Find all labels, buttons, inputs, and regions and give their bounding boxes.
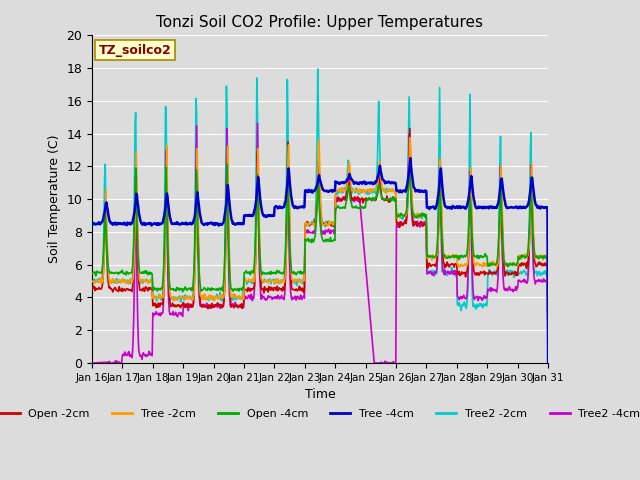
Tree -4cm	[143, 221, 151, 227]
Tree2 -4cm	[189, 300, 197, 306]
Tree2 -2cm	[143, 278, 151, 284]
Open -4cm	[389, 195, 397, 201]
Open -4cm	[97, 269, 104, 275]
Y-axis label: Soil Temperature (C): Soil Temperature (C)	[48, 135, 61, 264]
Tree -2cm	[406, 135, 413, 141]
Tree2 -2cm	[376, 131, 383, 137]
Tree -2cm	[143, 278, 151, 284]
Open -2cm	[388, 197, 396, 203]
Tree2 -4cm	[97, 360, 104, 365]
Tree2 -2cm	[544, 358, 552, 364]
X-axis label: Time: Time	[305, 388, 335, 401]
Line: Tree2 -2cm: Tree2 -2cm	[92, 69, 548, 361]
Line: Open -4cm: Open -4cm	[92, 164, 548, 363]
Tree -4cm	[375, 170, 383, 176]
Tree2 -4cm	[143, 352, 151, 358]
Open -2cm	[88, 284, 96, 290]
Tree2 -2cm	[214, 293, 221, 299]
Tree -4cm	[406, 155, 414, 161]
Tree -4cm	[214, 221, 221, 227]
Line: Tree -4cm: Tree -4cm	[92, 158, 548, 363]
Open -4cm	[376, 182, 383, 188]
Open -2cm	[544, 360, 552, 366]
Tree -2cm	[544, 359, 552, 364]
Tree2 -2cm	[389, 186, 397, 192]
Line: Tree -2cm: Tree -2cm	[92, 138, 548, 361]
Tree -4cm	[88, 221, 96, 227]
Tree2 -4cm	[253, 120, 261, 126]
Line: Tree2 -4cm: Tree2 -4cm	[92, 123, 548, 363]
Tree2 -4cm	[376, 360, 383, 366]
Tree -2cm	[214, 294, 221, 300]
Legend: Open -2cm, Tree -2cm, Open -4cm, Tree -4cm, Tree2 -2cm, Tree2 -4cm: Open -2cm, Tree -2cm, Open -4cm, Tree -4…	[0, 404, 640, 423]
Open -4cm	[223, 161, 231, 167]
Tree -2cm	[189, 293, 197, 299]
Title: Tonzi Soil CO2 Profile: Upper Temperatures: Tonzi Soil CO2 Profile: Upper Temperatur…	[157, 15, 483, 30]
Tree2 -4cm	[544, 360, 552, 366]
Tree2 -2cm	[97, 276, 104, 281]
Tree2 -4cm	[214, 304, 221, 310]
Open -4cm	[214, 287, 221, 293]
Tree -2cm	[375, 169, 383, 175]
Tree2 -2cm	[88, 279, 96, 285]
Open -2cm	[375, 178, 383, 184]
Open -2cm	[143, 287, 151, 292]
Open -4cm	[544, 360, 552, 366]
Open -2cm	[406, 126, 413, 132]
Line: Open -2cm: Open -2cm	[92, 129, 548, 363]
Tree -4cm	[388, 179, 396, 185]
Tree -2cm	[97, 280, 104, 286]
Open -2cm	[189, 300, 197, 306]
Open -4cm	[143, 269, 151, 275]
Tree2 -4cm	[88, 360, 96, 366]
Tree -4cm	[189, 218, 197, 224]
Open -2cm	[214, 300, 221, 306]
Tree2 -2cm	[189, 293, 197, 299]
Tree -4cm	[97, 221, 104, 227]
Tree -2cm	[88, 279, 96, 285]
Open -4cm	[189, 277, 197, 283]
Tree -2cm	[388, 189, 396, 194]
Tree2 -2cm	[314, 66, 322, 72]
Tree -4cm	[544, 360, 552, 366]
Tree2 -4cm	[389, 360, 397, 366]
Open -4cm	[88, 270, 96, 276]
Text: TZ_soilco2: TZ_soilco2	[99, 44, 172, 57]
Open -2cm	[97, 286, 104, 292]
